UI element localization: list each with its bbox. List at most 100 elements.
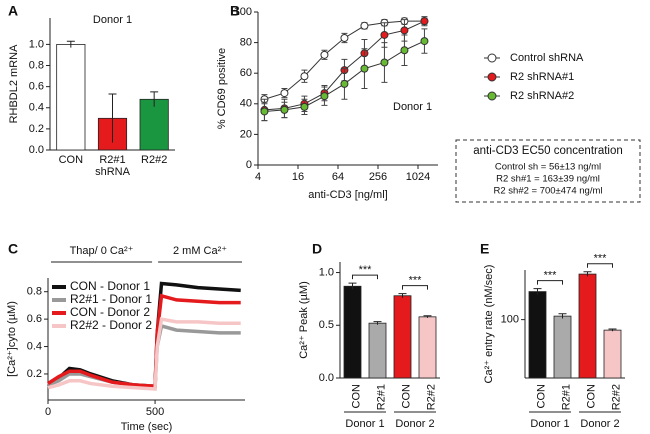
bar xyxy=(578,273,597,379)
group-label: Donor 1 xyxy=(345,418,384,430)
chart-title: Donor 1 xyxy=(93,14,132,26)
y-tick-label: 60 xyxy=(240,67,252,79)
error-bar xyxy=(66,40,75,48)
significance-label: *** xyxy=(544,270,558,282)
marker xyxy=(280,89,289,98)
marker xyxy=(380,30,389,39)
x-tick-label: 64 xyxy=(332,171,344,183)
error-bar xyxy=(348,282,357,290)
panel-letter: C xyxy=(8,241,18,257)
marker xyxy=(400,46,409,55)
error-bar xyxy=(150,91,159,107)
y-tick-label: 0.6 xyxy=(29,81,44,93)
legend-marker xyxy=(487,72,497,82)
legend-marker xyxy=(487,91,497,101)
y-axis-label: RHBDL2 mRNA xyxy=(8,44,20,124)
marker xyxy=(320,92,329,101)
y-tick-label: 0.4 xyxy=(27,340,42,352)
error-bar xyxy=(398,293,407,298)
y-tick-label: 40 xyxy=(240,98,252,110)
error-bar xyxy=(373,321,382,325)
x-tick-label: CON xyxy=(350,384,362,409)
y-tick-label: 80 xyxy=(240,37,252,49)
y-axis-label: [Ca²⁺]cyto (µM) xyxy=(6,301,18,377)
ec50-line: Control sh = 56±13 ng/ml xyxy=(495,162,601,173)
y-tick-label: 0.4 xyxy=(29,102,44,114)
significance-bracket xyxy=(352,274,378,280)
x-tick-label: CON xyxy=(400,384,412,409)
y-tick-label: 0.2 xyxy=(29,123,44,135)
x-tick-label: R2#2 xyxy=(425,384,437,410)
marker xyxy=(340,79,349,88)
y-tick-label: 0.8 xyxy=(27,286,42,298)
y-tick-label: 0.0 xyxy=(29,144,44,156)
legend-marker xyxy=(487,53,497,63)
x-tick-label: 500 xyxy=(146,406,164,418)
x-tick-label: R2#1 xyxy=(560,384,572,410)
marker xyxy=(420,37,429,46)
legend-label: R2 shRNA#2 xyxy=(510,90,574,102)
x-tick-label: 16 xyxy=(292,171,304,183)
significance-bracket xyxy=(537,280,563,285)
legend-label: CON - Donor 1 xyxy=(70,279,150,293)
marker xyxy=(320,50,329,59)
marker xyxy=(300,72,309,81)
y-tick-label: 100 xyxy=(234,6,252,18)
ec50-line: R2 sh#2 = 700±474 ng/ml xyxy=(494,186,603,197)
y-tick-label: 1.0 xyxy=(319,266,334,278)
annotation: Donor 1 xyxy=(393,101,432,113)
marker xyxy=(260,107,269,116)
error-bar xyxy=(558,313,567,319)
x-tick-label: R2#1 xyxy=(375,384,387,410)
significance-label: *** xyxy=(594,253,608,265)
legend-label: CON - Donor 2 xyxy=(70,305,150,319)
x-tick-label: R2#2 xyxy=(141,154,167,166)
y-axis-label: Ca²⁺ entry rate (nM/sec) xyxy=(483,265,495,384)
phase-label: 2 mM Ca²⁺ xyxy=(173,245,227,257)
significance-label: *** xyxy=(359,264,373,276)
error-bar xyxy=(608,328,617,332)
panel-letter: E xyxy=(480,241,489,257)
x-tick-label: R2#2 xyxy=(610,384,622,410)
y-tick-label: 0 xyxy=(246,159,252,171)
trace-line xyxy=(47,323,241,389)
error-bar xyxy=(583,271,592,277)
legend-label: Control shRNA xyxy=(510,52,584,64)
y-tick-label: 0.2 xyxy=(27,368,42,380)
bar xyxy=(56,44,86,151)
marker xyxy=(420,17,429,26)
x-tick-label: 0 xyxy=(45,406,51,418)
x-tick-label: CON xyxy=(59,154,84,166)
marker xyxy=(400,26,409,35)
marker xyxy=(380,58,389,67)
y-tick-label: 0.8 xyxy=(29,59,44,71)
legend-label: R2#1 - Donor 1 xyxy=(70,292,152,306)
marker xyxy=(280,105,289,114)
marker xyxy=(360,21,369,30)
x-tick-label: CON xyxy=(585,384,597,409)
x-tick-label: 256 xyxy=(369,171,387,183)
bar xyxy=(418,316,437,379)
group-label: Donor 1 xyxy=(530,418,569,430)
bar xyxy=(343,285,362,379)
bar xyxy=(603,329,622,379)
x-axis-label: shRNA xyxy=(95,166,131,178)
group-label: Donor 2 xyxy=(580,418,619,430)
significance-bracket xyxy=(402,285,428,290)
y-tick-label: 0.6 xyxy=(27,313,42,325)
panel-letter: B xyxy=(230,3,240,19)
x-tick-label: R2#1 xyxy=(99,154,125,166)
bar xyxy=(368,322,387,379)
ec50-box xyxy=(455,139,641,203)
legend-label: R2 shRNA#1 xyxy=(510,71,574,83)
ec50-title: anti-CD3 EC50 concentration xyxy=(473,145,623,157)
x-tick-label: 1024 xyxy=(406,171,430,183)
panel-letter: D xyxy=(312,241,322,257)
marker xyxy=(360,64,369,73)
y-tick-label: 0.5 xyxy=(319,319,334,331)
trace-line xyxy=(47,317,241,391)
marker xyxy=(300,102,309,111)
significance-bracket xyxy=(587,263,613,268)
x-axis-label: Time (sec) xyxy=(121,421,173,433)
